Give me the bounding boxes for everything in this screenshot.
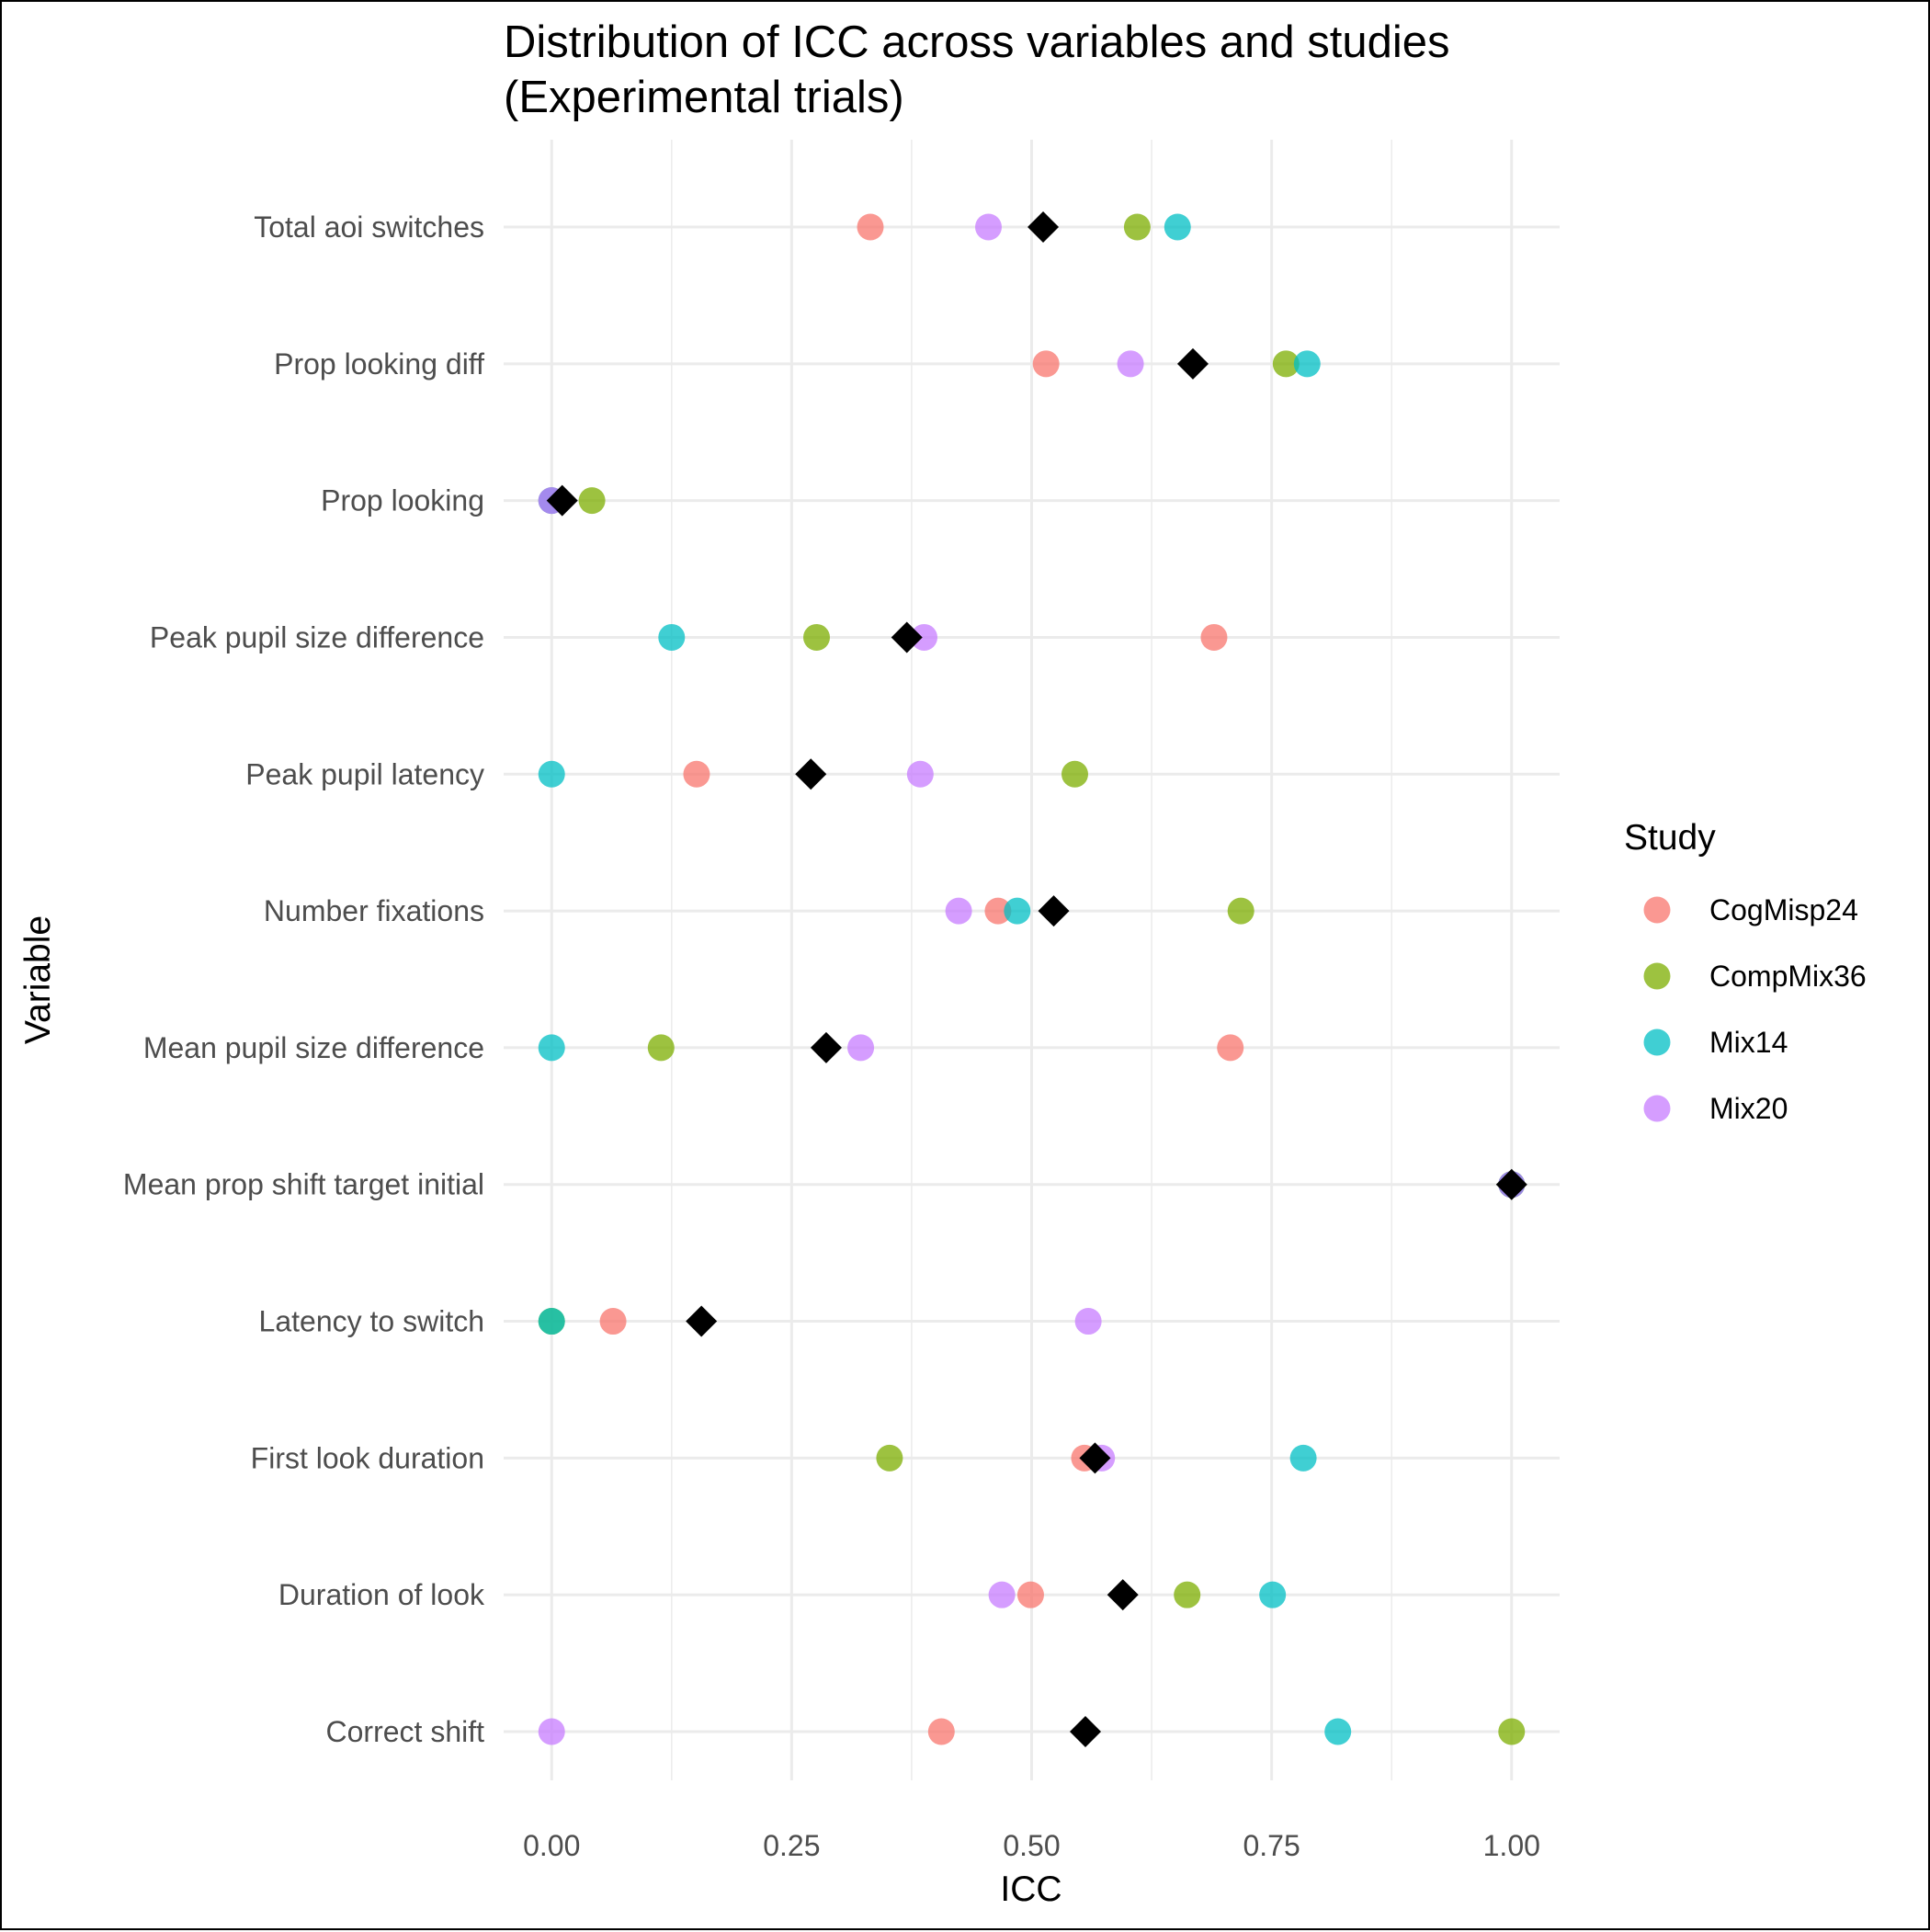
point-cogmisp24	[1200, 623, 1228, 651]
mean-diamond-marker	[1107, 1579, 1139, 1611]
y-tick-label: Mean prop shift target initial	[123, 1168, 484, 1201]
chart-title-line-2: (Experimental trials)	[504, 73, 904, 122]
legend-label: CogMisp24	[1709, 893, 1858, 926]
point-cogmisp24	[1016, 1581, 1044, 1608]
point-mix14	[1289, 1444, 1317, 1472]
point-mix14	[538, 760, 565, 788]
point-compmix36	[876, 1444, 903, 1472]
point-mix20	[538, 1718, 565, 1745]
y-tick-label: Prop looking diff	[274, 347, 484, 381]
x-tick-label: 0.25	[763, 1829, 820, 1862]
point-compmix36	[1123, 213, 1151, 241]
point-cogmisp24	[984, 897, 1012, 925]
mean-diamond-marker	[1027, 211, 1060, 243]
legend-label: CompMix36	[1709, 960, 1867, 993]
legend-label: Mix14	[1709, 1026, 1788, 1059]
y-tick-label: Duration of look	[278, 1578, 485, 1611]
point-mix20	[945, 897, 972, 925]
legend-items: CogMisp24 CompMix36 Mix14 Mix20	[1643, 893, 1867, 1125]
y-tick-label: Latency to switch	[259, 1305, 484, 1338]
point-compmix36	[1498, 1718, 1526, 1745]
point-mix14	[1164, 213, 1191, 241]
x-axis-title: ICC	[1000, 1869, 1062, 1909]
y-tick-label: Total aoi switches	[254, 210, 484, 244]
chart-title-line-1: Distribution of ICC across variables and…	[504, 17, 1449, 67]
legend-swatch	[1643, 896, 1671, 924]
grid-lines	[504, 140, 1560, 1780]
legend-title: Study	[1624, 818, 1716, 858]
point-mix20	[1074, 1308, 1102, 1335]
mean-diamond-marker	[1495, 1168, 1527, 1200]
y-tick-labels: Total aoi switches Prop looking diff Prop …	[123, 210, 485, 1748]
point-cogmisp24	[1217, 1034, 1244, 1062]
mean-diamond-marker	[1038, 895, 1070, 927]
y-tick-label: Mean pupil size difference	[143, 1031, 484, 1064]
point-mix20	[847, 1034, 875, 1062]
mean-diamond-marker	[795, 758, 827, 790]
mean-diamond-marker	[546, 484, 578, 517]
point-compmix36	[1272, 350, 1300, 378]
point-mix14	[538, 1034, 565, 1062]
mean-diamond-marker	[891, 621, 923, 653]
point-compmix36	[1227, 897, 1254, 925]
point-mix14	[1259, 1581, 1287, 1608]
point-cogmisp24	[683, 760, 710, 788]
point-mix20	[974, 213, 1002, 241]
legend-label: Mix20	[1709, 1092, 1788, 1125]
x-tick-label: 0.50	[1003, 1829, 1060, 1862]
point-compmix36	[1062, 760, 1089, 788]
point-cogmisp24	[927, 1718, 955, 1745]
y-tick-label: Prop looking	[321, 484, 484, 517]
mean-diamond-marker	[1176, 347, 1209, 380]
mean-diamond-marker	[1079, 1442, 1111, 1474]
point-cogmisp24	[599, 1308, 627, 1335]
point-cogmisp24	[857, 213, 884, 241]
point-compmix36	[803, 623, 831, 651]
mean-diamond-marker	[1069, 1716, 1101, 1747]
y-tick-label: Peak pupil size difference	[150, 620, 484, 653]
point-mix20	[911, 623, 938, 651]
y-tick-label: Peak pupil latency	[245, 757, 484, 790]
point-mix20	[988, 1581, 1016, 1608]
point-mix14	[1004, 897, 1031, 925]
legend-swatch	[1643, 1095, 1671, 1122]
point-mix14	[1293, 350, 1321, 378]
point-mix14	[538, 1308, 565, 1335]
y-tick-label: Correct shift	[326, 1715, 485, 1748]
point-mix20	[1117, 350, 1144, 378]
legend-swatch	[1643, 962, 1671, 990]
x-tick-labels: 0.00 0.25 0.50 0.75 1.00	[523, 1829, 1540, 1862]
x-tick-label: 0.75	[1243, 1829, 1300, 1862]
y-tick-label: Number fixations	[264, 894, 484, 927]
mean-diamond-marker	[810, 1031, 842, 1063]
legend-swatch	[1643, 1029, 1671, 1056]
point-compmix36	[1174, 1581, 1201, 1608]
legend: Study CogMisp24 CompMix36 Mix14 Mix20	[1624, 818, 1867, 1125]
mean-markers	[546, 211, 1527, 1747]
point-compmix36	[647, 1034, 675, 1062]
x-tick-label: 1.00	[1483, 1829, 1540, 1862]
y-axis-title: Variable	[18, 915, 58, 1044]
point-mix14	[1324, 1718, 1352, 1745]
x-tick-label: 0.00	[523, 1829, 580, 1862]
y-tick-label: First look duration	[251, 1441, 484, 1474]
point-mix20	[906, 760, 934, 788]
point-cogmisp24	[1032, 350, 1060, 378]
mean-diamond-marker	[686, 1305, 718, 1337]
point-mix14	[658, 623, 686, 651]
point-compmix36	[578, 487, 606, 515]
